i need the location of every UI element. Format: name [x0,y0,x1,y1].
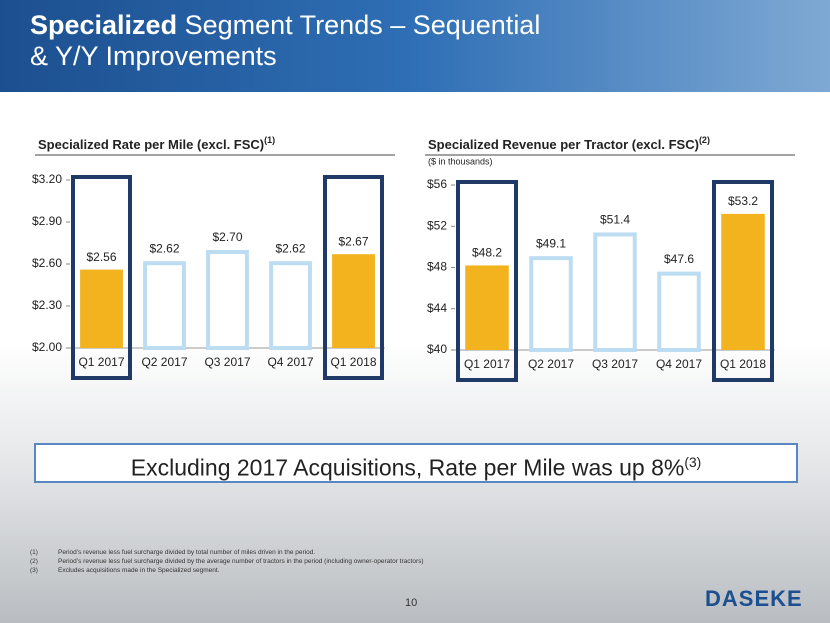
y-tick-label: $48 [427,260,447,274]
footnote-text: Period’s revenue less fuel surcharge div… [58,549,316,556]
x-tick-label: Q1 2017 [78,355,124,369]
page-number: 10 [405,597,418,609]
value-label: $2.62 [275,241,305,255]
y-tick-label: $52 [427,218,447,232]
y-tick-label: $2.30 [32,298,62,312]
value-label: $53.2 [728,194,758,208]
highlight-box [456,180,518,382]
value-label: $2.56 [86,250,116,264]
footnote-text: Period’s revenue less fuel surcharge div… [58,558,424,565]
bar [721,213,765,350]
highlight-box [71,175,132,380]
chart-title-note: (2) [699,135,710,145]
bar [332,254,375,348]
charts: Specialized Rate per Mile (excl. FSC)(1)… [32,135,795,382]
y-tick-label: $40 [427,342,447,356]
y-tick-label: $2.60 [32,256,62,270]
x-tick-label: Q4 2017 [656,357,702,371]
footnotes: (1) Period’s revenue less fuel surcharge … [30,548,424,575]
value-label: $49.1 [536,236,566,250]
footnote-num: (3) [30,567,38,574]
footnote: (1) Period’s revenue less fuel surcharge … [30,548,424,557]
bar [529,256,573,352]
footnote-num: (2) [30,558,38,565]
value-label: $48.2 [472,246,502,260]
callout-note: (3) [684,455,702,470]
y-tick-label: $44 [427,301,447,315]
callout-text: Excluding 2017 Acquisitions, Rate per Mi… [130,454,685,481]
header-banner: Specialized Segment Trends – Sequential … [0,0,830,92]
y-tick-label: $2.90 [32,214,62,228]
y-tick-label: $56 [427,177,447,191]
x-tick-label: Q2 2017 [528,357,574,371]
chart-title-note: (1) [264,135,275,145]
chart-title-text: Specialized Rate per Mile (excl. FSC) [38,137,264,152]
x-tick-label: Q3 2017 [204,355,250,369]
footnote: (2) Period’s revenue less fuel surcharge … [30,557,424,566]
title-rest: Segment Trends – Sequential & Y/Y Improv… [30,10,541,71]
bar [206,250,249,350]
chart-title: Specialized Rate per Mile (excl. FSC)(1) [38,135,275,152]
chart-title: Specialized Revenue per Tractor (excl. F… [428,135,710,152]
logo: DASEKE [705,586,803,611]
x-tick-label: Q1 2018 [720,357,766,371]
footnote-num: (1) [30,549,38,556]
value-label: $2.67 [338,234,368,248]
bar [80,269,123,348]
chart-title-text: Specialized Revenue per Tractor (excl. F… [428,137,699,152]
highlight-box [323,175,384,380]
value-label: $47.6 [664,252,694,266]
chart-subtitle: ($ in thousands) [428,156,493,166]
value-label: $2.62 [149,241,179,255]
bar [269,261,312,351]
y-tick-label: $2.00 [32,340,62,354]
bar [143,261,186,351]
y-tick-label: $3.20 [32,172,62,186]
bar [593,232,637,352]
x-tick-label: Q4 2017 [267,355,313,369]
footnote-text: Excludes acquisitions made in the Specia… [58,567,220,574]
slide-title: Specialized Segment Trends – Sequential … [30,10,550,72]
x-tick-label: Q3 2017 [592,357,638,371]
callout: Excluding 2017 Acquisitions, Rate per Mi… [34,443,798,483]
title-bold: Specialized [30,10,178,40]
x-tick-label: Q1 2018 [330,355,376,369]
value-label: $51.4 [600,213,630,227]
value-label: $2.70 [212,230,242,244]
x-tick-label: Q1 2017 [464,357,510,371]
bar [465,265,509,350]
x-tick-label: Q2 2017 [141,355,187,369]
bar [657,271,701,352]
highlight-box [712,180,774,382]
footnote: (3) Excludes acquisitions made in the Spe… [30,566,424,575]
